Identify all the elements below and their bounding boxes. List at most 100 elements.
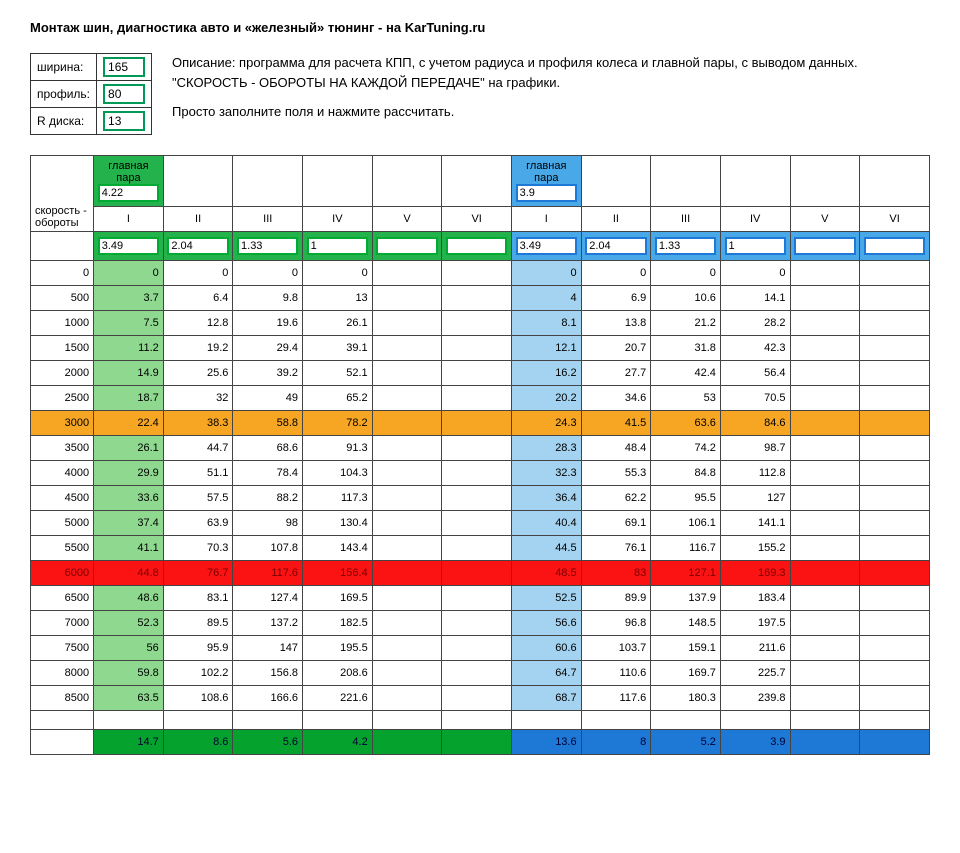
data-cell: 56.4 — [720, 361, 790, 386]
data-cell: 41.5 — [581, 411, 651, 436]
data-cell — [860, 336, 930, 361]
gear-a-input[interactable] — [446, 237, 507, 255]
desc-line1: Описание: программа для расчета КПП, с у… — [172, 53, 872, 92]
data-cell — [442, 411, 512, 436]
gear-roman: VI — [860, 207, 930, 232]
footer-cell: 5.6 — [233, 730, 303, 755]
gear-b-input[interactable] — [794, 237, 855, 255]
data-cell — [790, 336, 860, 361]
page-title: Монтаж шин, диагностика авто и «железный… — [30, 20, 930, 35]
data-cell: 3.7 — [94, 286, 164, 311]
data-cell: 25.6 — [163, 361, 233, 386]
width-input[interactable] — [103, 57, 145, 77]
pair-b-input[interactable] — [516, 184, 577, 202]
gear-roman: V — [372, 207, 442, 232]
data-cell — [442, 511, 512, 536]
desc-line2: Просто заполните поля и нажмите рассчита… — [172, 102, 872, 122]
gear-b-input[interactable] — [725, 237, 786, 255]
data-cell — [372, 386, 442, 411]
data-cell: 83 — [581, 561, 651, 586]
profile-input[interactable] — [103, 84, 145, 104]
data-cell: 117.6 — [233, 561, 303, 586]
data-cell — [442, 386, 512, 411]
gear-b-input[interactable] — [864, 237, 926, 255]
data-cell: 69.1 — [581, 511, 651, 536]
data-cell: 8.1 — [511, 311, 581, 336]
gear-a-input[interactable] — [307, 237, 368, 255]
data-cell: 83.1 — [163, 586, 233, 611]
data-cell — [372, 611, 442, 636]
gear-roman: IV — [303, 207, 373, 232]
gear-a-cell — [442, 232, 512, 261]
data-cell: 116.7 — [651, 536, 721, 561]
data-cell: 0 — [233, 261, 303, 286]
data-cell: 42.4 — [651, 361, 721, 386]
gear-b-input[interactable] — [585, 237, 646, 255]
data-cell — [860, 511, 930, 536]
gear-roman: III — [651, 207, 721, 232]
data-cell — [372, 486, 442, 511]
data-cell: 180.3 — [651, 686, 721, 711]
data-cell — [372, 461, 442, 486]
data-cell: 62.2 — [581, 486, 651, 511]
gear-b-input[interactable] — [655, 237, 716, 255]
data-cell: 239.8 — [720, 686, 790, 711]
data-cell — [372, 411, 442, 436]
data-cell — [860, 311, 930, 336]
data-cell: 137.9 — [651, 586, 721, 611]
data-cell — [372, 561, 442, 586]
data-cell: 56 — [94, 636, 164, 661]
data-cell — [442, 361, 512, 386]
data-cell: 0 — [511, 261, 581, 286]
footer-cell — [372, 730, 442, 755]
data-cell — [442, 586, 512, 611]
data-cell: 7.5 — [94, 311, 164, 336]
data-cell: 0 — [651, 261, 721, 286]
data-cell — [860, 461, 930, 486]
data-cell: 169.5 — [303, 586, 373, 611]
data-cell — [790, 636, 860, 661]
rpm-cell: 1000 — [31, 311, 94, 336]
data-cell: 112.8 — [720, 461, 790, 486]
data-cell — [860, 286, 930, 311]
data-cell — [442, 261, 512, 286]
gear-b-cell — [511, 232, 581, 261]
gear-a-input[interactable] — [98, 237, 159, 255]
data-cell — [790, 486, 860, 511]
rpm-cell: 8000 — [31, 661, 94, 686]
pair-a-input[interactable] — [98, 184, 159, 202]
footer-cell: 4.2 — [303, 730, 373, 755]
gear-a-input[interactable] — [167, 237, 228, 255]
data-cell: 0 — [581, 261, 651, 286]
rowhead-label: скорость - обороты — [31, 156, 94, 232]
gear-b-input[interactable] — [516, 237, 577, 255]
data-cell — [372, 311, 442, 336]
gear-roman: V — [790, 207, 860, 232]
data-cell — [442, 436, 512, 461]
gear-a-cell — [94, 232, 164, 261]
data-cell: 44.5 — [511, 536, 581, 561]
data-cell: 28.2 — [720, 311, 790, 336]
data-cell: 39.1 — [303, 336, 373, 361]
gear-a-input[interactable] — [237, 237, 298, 255]
rpm-cell: 7000 — [31, 611, 94, 636]
rpm-cell: 2000 — [31, 361, 94, 386]
data-cell: 98 — [233, 511, 303, 536]
data-cell: 41.1 — [94, 536, 164, 561]
data-cell: 95.5 — [651, 486, 721, 511]
data-cell: 20.2 — [511, 386, 581, 411]
rpm-cell: 4500 — [31, 486, 94, 511]
footer-cell: 3.9 — [720, 730, 790, 755]
data-cell: 48.6 — [94, 586, 164, 611]
data-cell: 57.5 — [163, 486, 233, 511]
gear-a-cell — [233, 232, 303, 261]
data-cell — [860, 686, 930, 711]
data-cell — [442, 311, 512, 336]
data-cell: 48.5 — [511, 561, 581, 586]
data-cell: 59.8 — [94, 661, 164, 686]
data-cell — [790, 411, 860, 436]
gear-a-input[interactable] — [376, 237, 437, 255]
disk-input[interactable] — [103, 111, 145, 131]
data-cell — [790, 286, 860, 311]
data-cell: 78.2 — [303, 411, 373, 436]
